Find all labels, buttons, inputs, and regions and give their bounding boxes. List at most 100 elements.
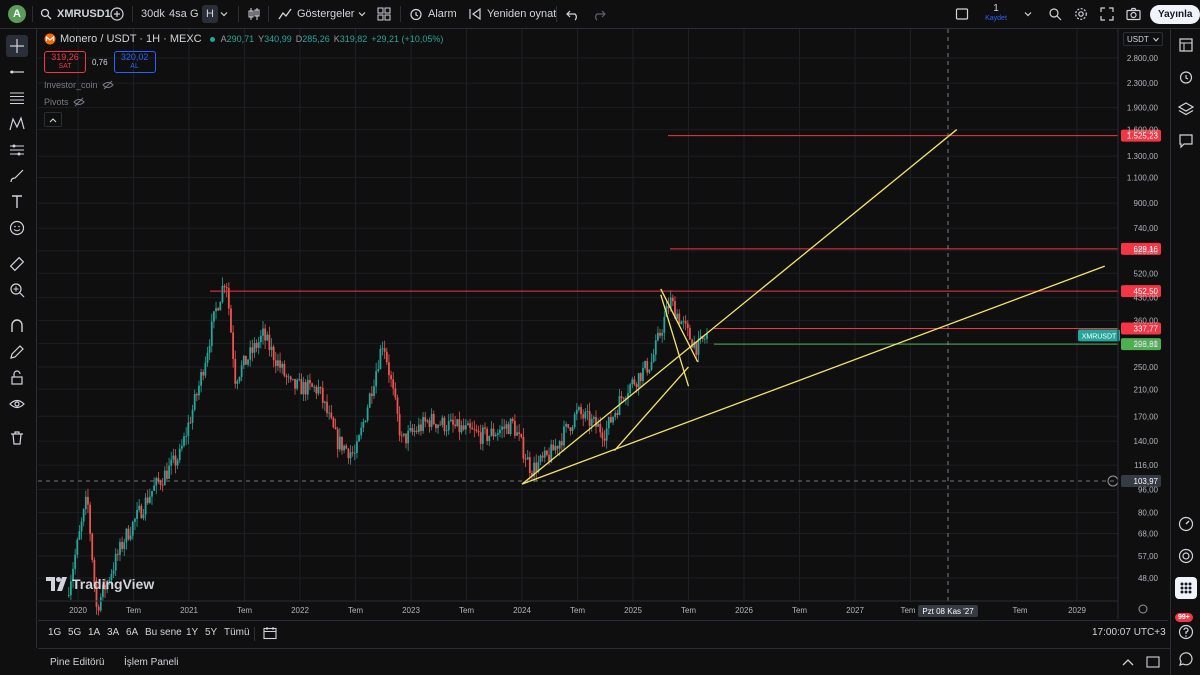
range-5d[interactable]: 5G: [68, 627, 82, 638]
axis-settings-gear-icon[interactable]: [1138, 604, 1148, 614]
layers-button[interactable]: [1175, 98, 1197, 120]
indicators-label[interactable]: Göstergeler: [297, 8, 355, 20]
trendline[interactable]: [521, 265, 1105, 485]
trendline[interactable]: [521, 129, 958, 485]
price-chart[interactable]: 1.525,23 629,16 452,50 337,77 298,81 XMRUSDT 1…: [38, 29, 1168, 619]
save-dropdown[interactable]: [1024, 0, 1032, 28]
timezone-clock[interactable]: 17:00:07 UTC+3: [1092, 627, 1166, 638]
indicator-row-2[interactable]: Pivots: [44, 97, 85, 107]
notifications-button[interactable]: [1175, 621, 1197, 643]
timeframe-label[interactable]: G: [190, 8, 199, 20]
symbol-label[interactable]: XMRUSD1: [57, 8, 111, 20]
range-3m[interactable]: 3A: [107, 627, 120, 638]
chat-button[interactable]: [1175, 130, 1197, 152]
add-symbol-button[interactable]: [110, 0, 124, 28]
text-tool[interactable]: [6, 191, 28, 213]
trendline-tool[interactable]: [6, 61, 28, 83]
save-button[interactable]: 1 Kaydet: [984, 0, 1008, 28]
fullscreen-button[interactable]: [1100, 0, 1114, 28]
buy-label[interactable]: AL: [130, 63, 139, 70]
collapse-legend-button[interactable]: [44, 112, 62, 127]
redo-button[interactable]: [592, 0, 606, 28]
range-6m[interactable]: 6A: [126, 627, 139, 638]
range-1m[interactable]: 1A: [88, 627, 101, 638]
user-avatar[interactable]: A: [8, 0, 26, 28]
timeframe-30m[interactable]: 30dk: [141, 0, 165, 28]
indicator-name[interactable]: Investor_coin: [44, 80, 98, 90]
buy-button[interactable]: 320,02 AL: [113, 51, 156, 73]
hide-drawings-tool[interactable]: [6, 393, 28, 415]
range-all[interactable]: Tümü: [224, 627, 250, 638]
symbol-title[interactable]: Monero / USDT · 1H · MEXC: [60, 33, 202, 45]
timeframe-1d[interactable]: G: [190, 0, 199, 28]
chart-type-button[interactable]: [246, 0, 262, 28]
timeframe-dropdown[interactable]: [220, 0, 228, 28]
chat-bubble-button[interactable]: [1175, 648, 1197, 670]
pattern-tool[interactable]: [6, 113, 28, 135]
eye-slash-icon[interactable]: [72, 97, 85, 107]
symbol-search[interactable]: XMRUSD1: [40, 0, 111, 28]
indicator-row-1[interactable]: Investor_coin: [44, 80, 114, 90]
avatar[interactable]: A: [8, 5, 26, 23]
price-axis[interactable]: 2.800,00 2.300,00 1.900,00 1.600,00 1.300,00…: [1127, 54, 1159, 583]
notification-badge[interactable]: 99+: [1175, 613, 1193, 622]
range-ytd[interactable]: Bu sene: [145, 627, 182, 638]
fib-tool[interactable]: [6, 87, 28, 109]
timeframe-label[interactable]: 4sa: [169, 8, 187, 20]
sell-label[interactable]: SAT: [58, 63, 72, 70]
snapshot-button[interactable]: [1126, 0, 1141, 28]
date-range-button[interactable]: [263, 626, 277, 643]
time-axis[interactable]: 2020 Tem 2021 Tem 2022 Tem 2023 Tem 2024 Tem 2025 T…: [69, 604, 1148, 617]
apps-button[interactable]: [1175, 577, 1197, 599]
indicators-dropdown[interactable]: [358, 0, 366, 28]
publish-label[interactable]: Yayınla: [1150, 4, 1200, 24]
lock-all-tool[interactable]: [6, 367, 28, 389]
brush-tool[interactable]: [6, 165, 28, 187]
range-1d[interactable]: 1G: [48, 627, 62, 638]
indicators-button[interactable]: Göstergeler: [278, 0, 354, 28]
forecast-tool[interactable]: [6, 139, 28, 161]
sell-button[interactable]: 319,26 SAT: [44, 51, 86, 73]
emoji-tool[interactable]: [6, 217, 28, 239]
tab-pine-editor[interactable]: Pine Editörü: [50, 657, 105, 668]
range-5y[interactable]: 5Y: [205, 627, 218, 638]
currency-label[interactable]: USDT: [1127, 34, 1149, 44]
range-1y[interactable]: 1Y: [186, 627, 199, 638]
fullscreen-select-button[interactable]: [955, 0, 969, 28]
tab-trading-panel[interactable]: İşlem Paneli: [124, 657, 179, 668]
trendline[interactable]: [660, 294, 690, 387]
ruler-tool[interactable]: [6, 253, 28, 275]
timeframe-1w-active[interactable]: H: [202, 0, 218, 28]
currency-selector[interactable]: USDT: [1123, 32, 1163, 46]
lock-drawing-tool[interactable]: [6, 341, 28, 363]
undo-button[interactable]: [566, 0, 580, 28]
trendline[interactable]: [614, 366, 689, 452]
quick-search-button[interactable]: [1048, 0, 1062, 28]
alarm-label[interactable]: Alarm: [428, 8, 457, 20]
replay-label[interactable]: Yeniden oynat: [487, 8, 557, 20]
zoom-tool[interactable]: [6, 279, 28, 301]
ideas-button[interactable]: [1175, 545, 1197, 567]
save-label[interactable]: Kaydet: [985, 15, 1007, 22]
watchlist-button[interactable]: [1175, 34, 1197, 56]
indicator-name[interactable]: Pivots: [44, 97, 69, 107]
layout-button[interactable]: [377, 0, 391, 28]
sell-price[interactable]: 319,26: [51, 52, 79, 62]
save-count[interactable]: 1: [993, 3, 999, 14]
trendline[interactable]: [660, 288, 699, 363]
technicals-button[interactable]: [1175, 513, 1197, 535]
crosshair-tool[interactable]: [6, 35, 28, 57]
magnet-tool[interactable]: [6, 315, 28, 337]
eye-slash-icon[interactable]: [101, 80, 114, 90]
alerts-panel-button[interactable]: [1175, 66, 1197, 88]
maximize-panel-button[interactable]: [1146, 656, 1160, 671]
delete-drawings-tool[interactable]: [6, 427, 28, 449]
chart-pane[interactable]: 1.525,23 629,16 452,50 337,77 298,81 XMRUSDT 1…: [38, 29, 1168, 619]
replay-button[interactable]: Yeniden oynat: [468, 0, 556, 28]
buy-price[interactable]: 320,02: [120, 52, 149, 62]
timeframe-label[interactable]: 30dk: [141, 8, 165, 20]
alarm-button[interactable]: Alarm: [409, 0, 457, 28]
timeframe-label[interactable]: H: [202, 5, 218, 23]
timeframe-4h[interactable]: 4sa: [169, 0, 187, 28]
expand-panel-button[interactable]: [1122, 657, 1134, 670]
